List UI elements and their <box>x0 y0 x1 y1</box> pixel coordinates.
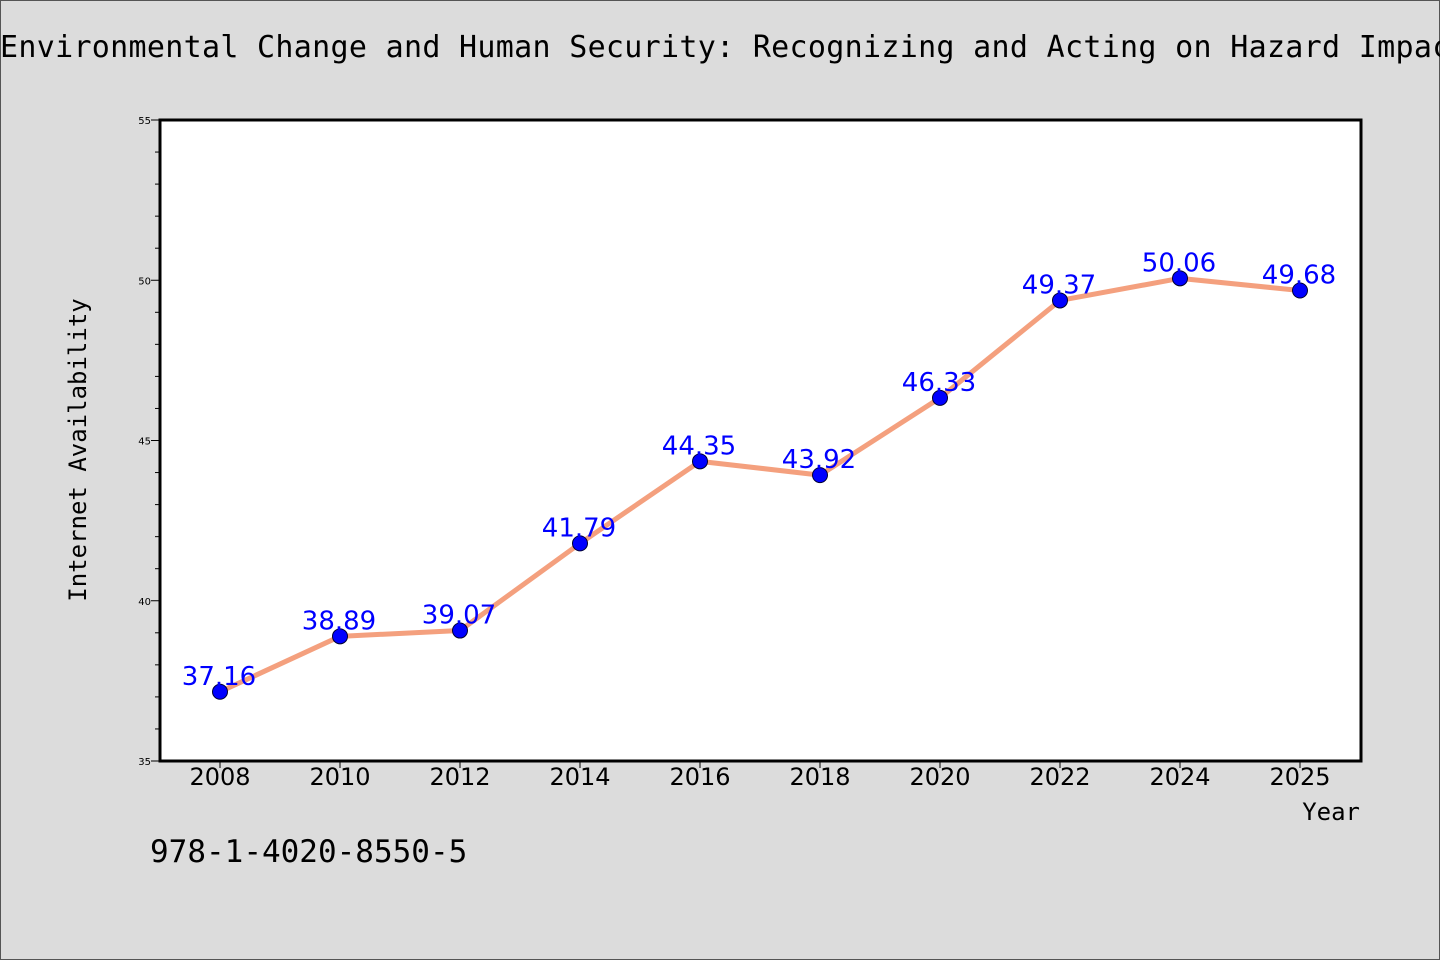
chart-title: Environmental Change and Human Security:… <box>0 30 1440 65</box>
data-label: 38.89 <box>302 606 376 636</box>
isbn-text: 978-1-4020-8550-5 <box>150 834 468 870</box>
y-tick-label: 45 <box>138 437 151 448</box>
x-tick-label: 2014 <box>549 763 610 791</box>
data-point <box>812 467 828 484</box>
data-label: 50.06 <box>1142 248 1216 278</box>
data-label: 46.33 <box>902 368 976 398</box>
x-tick-label: 2008 <box>189 763 250 791</box>
data-label: 37.16 <box>182 662 256 692</box>
data-label: 39.07 <box>422 601 496 631</box>
y-axis: 35 40 45 50 55 <box>138 116 160 768</box>
x-tick-label: 2024 <box>1149 763 1210 791</box>
data-label: 43.92 <box>782 445 856 475</box>
data-label: 44.35 <box>662 431 736 461</box>
data-label: 49.68 <box>1262 261 1336 291</box>
x-axis-label: Year <box>1302 798 1360 826</box>
x-tick-label: 2010 <box>309 763 370 791</box>
series-line <box>218 275 1301 695</box>
x-tick-label: 2025 <box>1269 763 1330 791</box>
x-tick-label: 2020 <box>909 763 970 791</box>
y-tick-label: 50 <box>138 276 151 287</box>
data-label: 41.79 <box>542 513 616 543</box>
plot-area <box>158 118 1363 763</box>
x-tick-label: 2018 <box>789 763 850 791</box>
data-point <box>692 453 708 470</box>
data-point <box>212 683 228 700</box>
x-tick-label: 2016 <box>669 763 730 791</box>
data-label: 49.37 <box>1022 270 1096 300</box>
x-tick-label: 2012 <box>429 763 490 791</box>
data-point <box>1052 292 1068 309</box>
data-point <box>332 628 348 645</box>
x-tick-label: 2022 <box>1029 763 1090 791</box>
data-point <box>932 389 948 406</box>
y-tick-label: 35 <box>138 757 151 768</box>
y-axis-label: Internet Availability <box>64 298 92 601</box>
y-tick-label: 40 <box>138 597 151 608</box>
data-point <box>1172 270 1188 287</box>
data-point <box>1292 282 1308 299</box>
data-point <box>572 535 588 552</box>
series: 37.16 38.89 39.07 41.79 44.35 43.92 46.33 49.37… <box>182 248 1336 700</box>
data-point <box>452 622 468 639</box>
x-axis: 2008 2010 2012 2014 2016 2018 2020 2022 2024 2025 <box>189 761 1331 791</box>
y-tick-label: 55 <box>138 116 151 127</box>
